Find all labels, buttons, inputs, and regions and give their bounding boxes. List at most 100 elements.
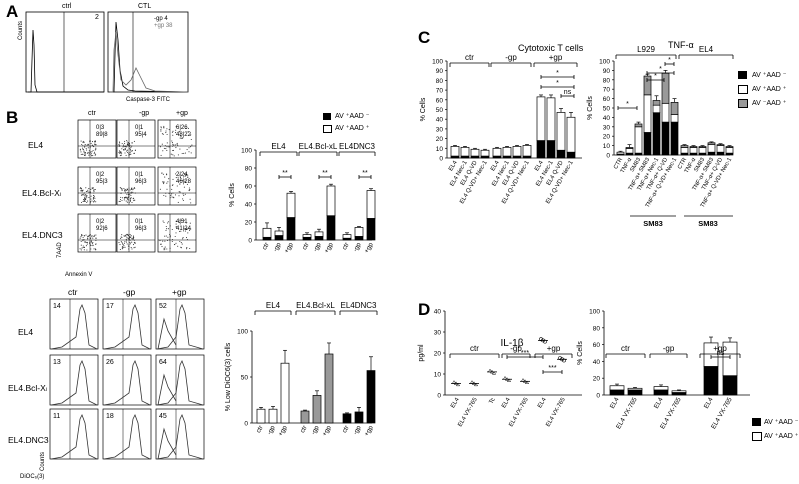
group-label: ctr: [465, 53, 474, 62]
data-point: [560, 357, 564, 362]
dotplot-event: [119, 200, 121, 202]
dotplot-event: [132, 198, 134, 200]
y-tick-label: 60: [245, 184, 253, 191]
bar-segment: [707, 144, 716, 153]
dotplot-event: [86, 197, 88, 199]
y-tick-label: 10: [436, 146, 444, 153]
dotplot-event: [93, 140, 96, 142]
dotplot-event: [159, 240, 161, 242]
dotplot-event: [164, 240, 166, 242]
dotplot-event: [93, 248, 95, 250]
dotplot-event: [90, 195, 92, 197]
dotplot-event: [89, 145, 92, 147]
dotplot-event: [126, 149, 128, 151]
dotplot-event: [93, 189, 95, 191]
x-tick-label: EL4: [537, 396, 548, 409]
group-label: EL4: [699, 45, 714, 54]
dotplot-event: [123, 149, 125, 151]
dotplot-event: [170, 153, 172, 155]
dotplot-event: [87, 143, 89, 145]
group-label: +gp: [549, 53, 563, 62]
dotplot-event: [127, 191, 129, 193]
dotplot-event: [132, 235, 135, 237]
dotplot-event: [171, 140, 173, 142]
dotplot-event: [123, 235, 125, 237]
dotplot-event: [133, 247, 135, 249]
dotplot-event: [175, 147, 177, 149]
dotplot-event: [124, 234, 127, 236]
dotplot-event: [86, 243, 88, 245]
bar-segment: [609, 389, 625, 396]
dotplot-event: [167, 181, 169, 183]
data-point: [502, 375, 508, 380]
dotplot-event: [132, 188, 134, 190]
group-label: -gp: [505, 53, 517, 62]
quadrant-upper-values: 6|26: [176, 125, 188, 131]
dotplot-event: [120, 196, 122, 198]
dotplot-event: [118, 200, 120, 202]
dotplot-event: [167, 228, 169, 230]
histogram-percent: 52: [159, 303, 167, 310]
dotplot-event: [189, 247, 191, 250]
y-axis-label: % Low DiOC6(3) cells: [225, 342, 232, 411]
x-tick-label: ctr: [261, 241, 271, 251]
dotplot-event: [163, 125, 165, 127]
bar-segment: [671, 390, 687, 393]
dotplot-event: [186, 149, 188, 151]
dotplot-event: [124, 140, 126, 142]
bar: [300, 410, 310, 424]
dotplot-event: [185, 173, 187, 175]
dotplot-event: [83, 192, 85, 194]
y-tick-label: 70: [436, 88, 444, 95]
bar-segment: [262, 236, 272, 241]
dotplot-event: [183, 173, 186, 175]
dotplot-event: [188, 151, 190, 153]
dotplot-event: [171, 142, 173, 144]
dotplot-event: [123, 146, 125, 148]
dotplot-event: [176, 142, 178, 144]
b-row-label-dnc3: EL4.DNC3: [22, 230, 63, 240]
dotplot-event: [167, 236, 169, 238]
dotplot-event: [174, 235, 176, 238]
dotplot-event: [91, 236, 93, 238]
legend-c-white-swatch: [738, 85, 748, 94]
dotplot-event: [162, 220, 164, 222]
dotplot-event: [176, 185, 178, 187]
dotplot-event: [121, 188, 123, 191]
b-hist-header-plus-gp: +gp: [172, 287, 187, 297]
dotplot-event: [173, 155, 175, 157]
quadrant-upper-values: 0|1: [135, 219, 144, 225]
y-tick-label: 40: [603, 115, 611, 122]
dotplot-event: [165, 195, 167, 197]
dotplot-event: [82, 236, 84, 239]
dotplot-event: [90, 200, 92, 202]
histogram-percent: 64: [159, 359, 167, 366]
x-tick-label: ctr: [341, 241, 351, 251]
histogram-curve-low: [157, 373, 177, 406]
dotplot-event: [90, 155, 93, 157]
bar: [342, 413, 352, 424]
dotplot-event: [165, 130, 167, 132]
y-tick-label: 20: [593, 376, 601, 383]
dotplot-event: [123, 244, 125, 247]
dotplot-event: [93, 235, 95, 237]
dotplot-event: [131, 238, 133, 240]
dotplot-event: [86, 201, 88, 204]
dotplot-event: [80, 186, 82, 189]
footer-label: SM83: [698, 219, 718, 228]
bar-segment: [566, 116, 576, 153]
dotplot-event: [120, 237, 122, 240]
y-tick-label: 100: [599, 59, 610, 66]
dotplot-event: [129, 148, 131, 150]
bar: [312, 395, 322, 424]
dotplot-event: [90, 188, 92, 190]
dotplot-event: [81, 143, 83, 146]
dotplot-event: [187, 174, 189, 176]
dotplot-event: [169, 233, 171, 236]
dotplot-event: [85, 194, 87, 196]
b-hist-x-label: DiOC₆(3): [20, 474, 45, 480]
y-tick-label: 80: [436, 78, 444, 85]
dotplot-event: [175, 220, 177, 222]
dotplot-event: [169, 235, 171, 237]
